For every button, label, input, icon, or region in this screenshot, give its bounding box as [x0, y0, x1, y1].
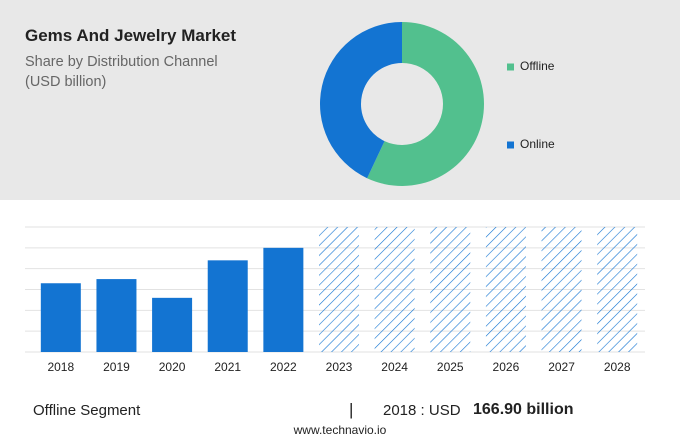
- bar: [263, 247, 304, 352]
- forecast-placeholder: [374, 227, 415, 352]
- x-tick-label: 2021: [214, 360, 241, 374]
- forecast-placeholder: [541, 227, 582, 352]
- legend-swatch: [507, 63, 514, 71]
- bar: [207, 260, 248, 352]
- legend-label: Online: [520, 137, 555, 151]
- legend-swatch: [507, 141, 514, 149]
- legend-label: Offline: [520, 59, 555, 73]
- x-tick-label: 2028: [604, 360, 631, 374]
- donut-slice: [367, 21, 484, 186]
- x-tick-label: 2023: [326, 360, 353, 374]
- bar-chart: 2018 2019 2020 2021 2022 2023 2024 2025 2026 2027…: [25, 226, 645, 374]
- footer-separator: |: [349, 400, 354, 419]
- forecast-placeholder: [319, 227, 359, 352]
- title: Gems And Jewelry Market: [25, 26, 237, 45]
- bar: [152, 297, 193, 352]
- x-tick-label: 2026: [493, 360, 520, 374]
- x-tick-label: 2019: [103, 360, 130, 374]
- x-tick-label: 2027: [548, 360, 575, 374]
- bar: [96, 279, 137, 352]
- forecast-placeholder: [597, 227, 638, 352]
- x-tick-label: 2018: [47, 360, 74, 374]
- x-tick-label: 2024: [381, 360, 408, 374]
- x-tick-label: 2022: [270, 360, 297, 374]
- footer-year: 2018 : USD: [383, 402, 461, 419]
- x-tick-label: 2025: [437, 360, 464, 374]
- footer-source: www.technavio.io: [293, 423, 387, 437]
- forecast-placeholder: [430, 227, 471, 352]
- donut-chart: Offline Online: [320, 21, 555, 186]
- footer-amount: 166.90 billion: [473, 401, 574, 418]
- donut-slice: [320, 22, 402, 179]
- x-tick-label: 2020: [159, 360, 186, 374]
- bar: [40, 283, 81, 352]
- subtitle: Share by Distribution Channel (USD billi…: [25, 54, 218, 90]
- forecast-placeholder: [485, 227, 526, 352]
- footer-segment: Offline Segment: [33, 402, 141, 419]
